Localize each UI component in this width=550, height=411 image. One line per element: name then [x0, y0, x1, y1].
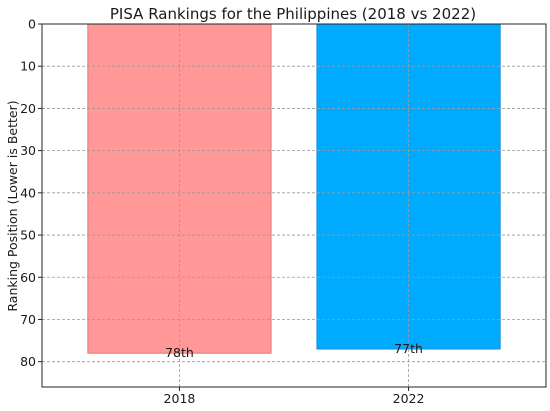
y-tick-label: 80	[20, 354, 36, 369]
y-axis-label: Ranking Position (Lower is Better)	[5, 100, 20, 311]
bars	[87, 23, 501, 354]
x-tick-label: 2022	[393, 391, 425, 406]
axes: 0 10 20 30 40 50 60 70 80 2018 2022	[20, 17, 547, 406]
y-tick-label: 40	[20, 185, 36, 200]
data-label-2018: 78th	[165, 345, 194, 360]
data-labels: 78th 77th	[165, 341, 423, 360]
plot-frame	[41, 23, 547, 388]
y-tick-label: 0	[28, 17, 36, 32]
y-tick-label: 20	[20, 101, 36, 116]
chart-title: PISA Rankings for the Philippines (2018 …	[110, 5, 476, 23]
x-tick-label: 2018	[164, 391, 196, 406]
y-tick-label: 50	[20, 228, 36, 243]
y-tick-label: 70	[20, 312, 36, 327]
y-tick-label: 30	[20, 143, 36, 158]
data-label-2022: 77th	[394, 341, 423, 356]
y-tick-label: 60	[20, 270, 36, 285]
y-tick-label: 10	[20, 59, 36, 74]
bar-2018	[87, 23, 272, 354]
